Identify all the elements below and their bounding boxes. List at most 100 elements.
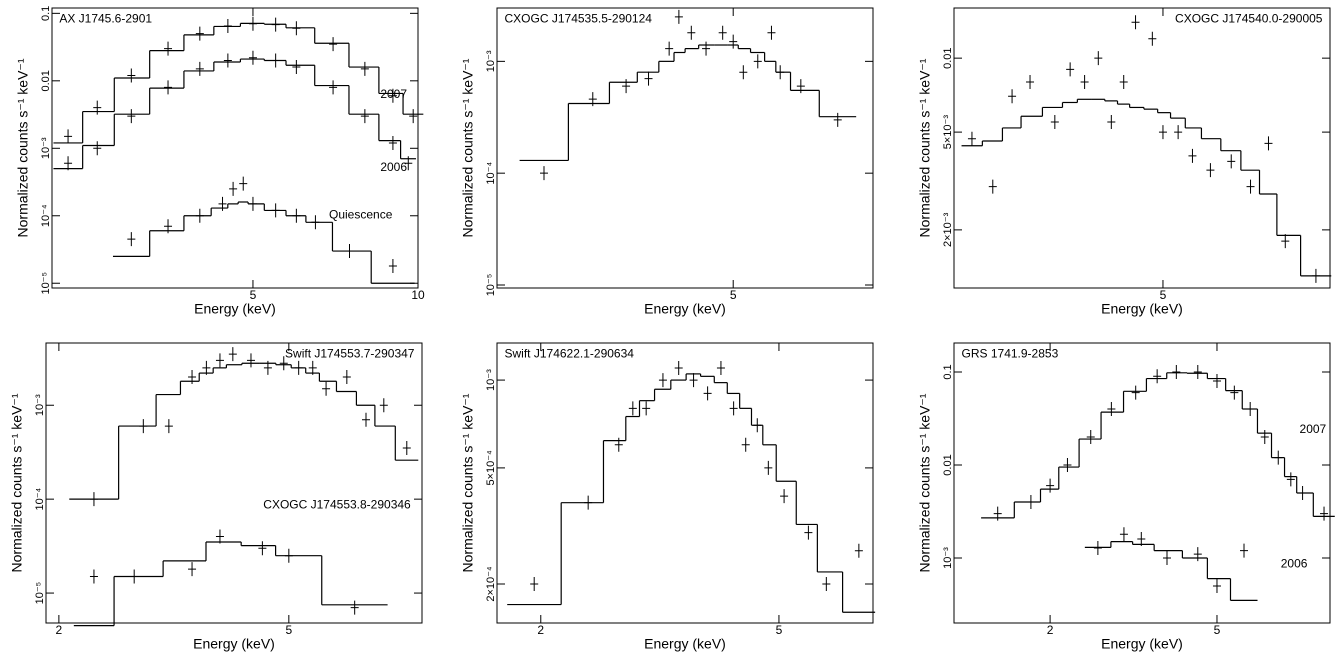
data-point xyxy=(360,61,369,76)
data-point xyxy=(1246,402,1255,417)
data-point xyxy=(164,80,173,95)
data-point xyxy=(1080,74,1089,89)
x-tick-label: 2 xyxy=(56,623,63,637)
y-tick-label: 10⁻⁵ xyxy=(485,274,497,297)
panel-title: Swift J174622.1-290634 xyxy=(505,346,635,360)
data-point xyxy=(228,347,237,362)
data-point xyxy=(1158,125,1167,140)
data-point xyxy=(993,506,1002,521)
data-point xyxy=(1008,89,1017,104)
data-point xyxy=(292,208,301,223)
y-tick-label: 10⁻⁵ xyxy=(34,582,46,605)
data-point xyxy=(614,437,623,452)
y-tick-label: 10⁻³ xyxy=(485,369,497,391)
data-point xyxy=(988,179,997,194)
data-point xyxy=(329,80,338,95)
x-tick-label: 5 xyxy=(776,623,783,637)
data-point xyxy=(1298,485,1307,500)
data-point xyxy=(188,369,197,384)
y-tick-label: 5×10⁻⁴ xyxy=(485,450,497,486)
plot-frame xyxy=(953,7,1331,289)
panel-title: CXOGC J174535.5-290124 xyxy=(505,11,653,25)
data-point xyxy=(322,381,331,396)
data-point xyxy=(1311,268,1320,283)
data-point xyxy=(1063,457,1072,472)
data-point xyxy=(967,131,976,146)
data-point xyxy=(342,369,351,384)
data-point xyxy=(1086,429,1095,444)
y-tick-label: 10⁻⁴ xyxy=(40,204,52,227)
data-point xyxy=(248,16,257,31)
y-axis-label: Normalized counts s⁻¹ keV⁻¹ xyxy=(9,393,25,572)
y-tick-label: 10⁻³ xyxy=(40,137,52,159)
data-point xyxy=(89,492,98,507)
x-axis-label: Energy (keV) xyxy=(1101,301,1183,317)
data-point xyxy=(127,68,136,83)
y-tick-label: 5×10⁻³ xyxy=(942,115,954,150)
data-point xyxy=(127,232,136,247)
data-point xyxy=(729,401,738,416)
data-point xyxy=(753,54,762,69)
y-axis-label: Normalized counts s⁻¹ keV⁻¹ xyxy=(15,58,31,237)
x-axis-label: Energy (keV) xyxy=(193,636,275,652)
plot-frame xyxy=(953,342,1331,624)
data-point xyxy=(361,412,370,427)
x-tick-label: 2 xyxy=(537,623,544,637)
data-point xyxy=(311,215,320,230)
data-point xyxy=(195,61,204,76)
data-point xyxy=(1212,578,1221,593)
panel-title: GRS 1741.9-2853 xyxy=(962,346,1059,360)
panel-title: AX J1745.6-2901 xyxy=(59,11,152,25)
data-point xyxy=(739,65,748,80)
data-point xyxy=(239,176,248,191)
data-point xyxy=(1281,234,1290,249)
data-point xyxy=(279,356,288,371)
data-point xyxy=(1026,495,1035,510)
data-point xyxy=(776,65,785,80)
y-axis-label: Normalized counts s⁻¹ keV⁻¹ xyxy=(917,58,933,237)
data-point xyxy=(388,135,397,150)
data-point xyxy=(1264,136,1273,151)
data-point xyxy=(716,361,725,376)
y-tick-label: 10⁻⁴ xyxy=(34,488,46,511)
x-axis-label: Energy (keV) xyxy=(1101,636,1183,652)
data-point xyxy=(130,569,139,584)
data-point xyxy=(1286,472,1295,487)
y-tick-label: 0.01 xyxy=(942,454,954,475)
y-tick-label: 2×10⁻³ xyxy=(942,212,954,247)
data-point xyxy=(188,562,197,577)
data-point xyxy=(1240,543,1249,558)
data-point xyxy=(195,26,204,41)
data-point xyxy=(1227,154,1236,169)
data-point xyxy=(271,203,280,218)
y-tick-label: 10⁻³ xyxy=(942,547,954,569)
y-tick-label: 0.1 xyxy=(942,364,954,379)
data-point xyxy=(215,353,224,368)
data-point xyxy=(1174,125,1183,140)
data-point xyxy=(1026,74,1035,89)
x-tick-label: 5 xyxy=(250,288,257,302)
data-point xyxy=(1046,478,1055,493)
data-point xyxy=(1162,550,1171,565)
data-point xyxy=(1093,541,1102,556)
data-point xyxy=(379,398,388,413)
data-point xyxy=(195,208,204,223)
data-point xyxy=(530,576,539,591)
y-tick-label: 10⁻³ xyxy=(34,394,46,416)
data-point xyxy=(360,109,369,124)
data-point xyxy=(674,361,683,376)
plot-frame xyxy=(496,342,874,624)
data-point xyxy=(703,386,712,401)
data-point xyxy=(1050,114,1059,129)
data-point xyxy=(804,525,813,540)
data-point xyxy=(1246,179,1255,194)
data-point xyxy=(764,460,773,475)
data-point xyxy=(409,109,418,124)
data-point xyxy=(215,529,224,544)
data-point xyxy=(350,600,359,615)
plot-frame xyxy=(496,7,874,289)
x-tick-label: 5 xyxy=(1214,623,1221,637)
data-point xyxy=(164,219,173,234)
data-point xyxy=(780,489,789,504)
